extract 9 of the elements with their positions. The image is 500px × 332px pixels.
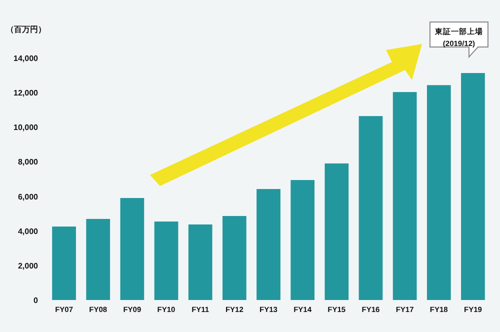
y-axis-title: （百万円） xyxy=(6,25,46,34)
y-tick-label: 2,000 xyxy=(18,261,39,270)
y-tick-label: 0 xyxy=(34,296,39,305)
y-tick-label: 8,000 xyxy=(18,158,39,167)
y-tick-label: 6,000 xyxy=(18,192,39,202)
y-tick-label: 14,000 xyxy=(14,54,39,63)
y-tick-label: 10,000 xyxy=(14,123,39,132)
y-tick-label: 4,000 xyxy=(18,226,39,236)
y-tick-label: 12,000 xyxy=(14,88,39,98)
